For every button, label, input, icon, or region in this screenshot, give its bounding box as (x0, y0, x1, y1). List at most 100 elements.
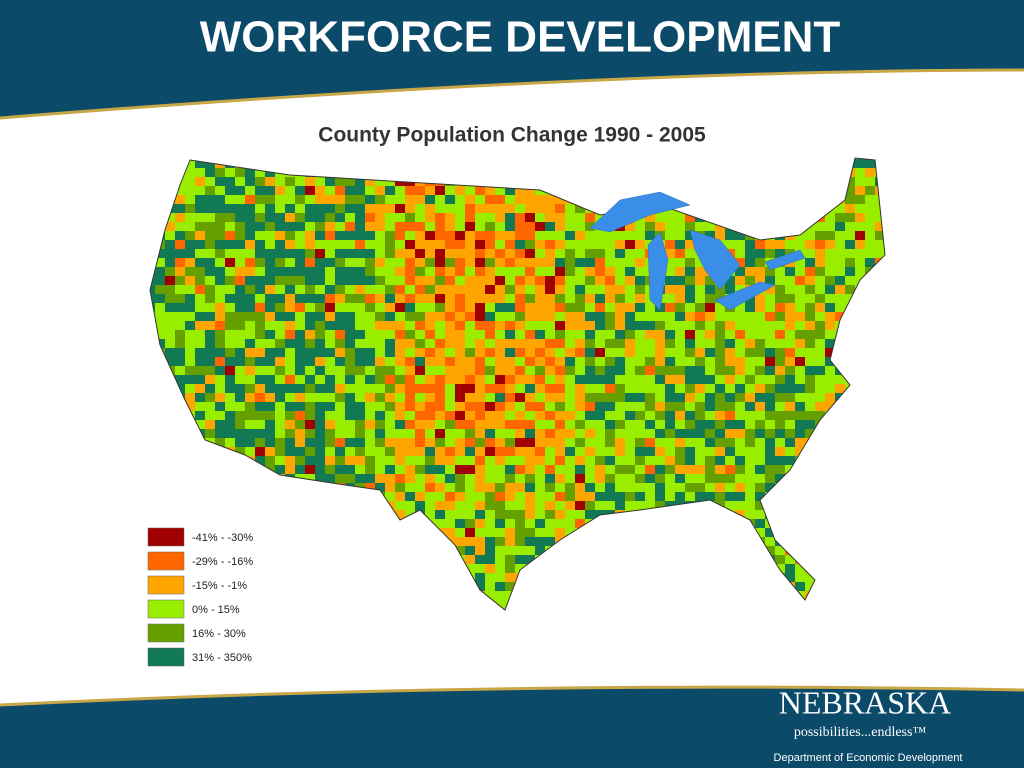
county-cell (315, 411, 325, 420)
county-cell (805, 375, 815, 384)
county-cell (625, 267, 635, 276)
county-cell (385, 348, 395, 357)
county-cell (295, 438, 305, 447)
county-cell (625, 492, 635, 501)
county-cell (605, 573, 615, 582)
county-cell (515, 357, 525, 366)
county-cell (525, 303, 535, 312)
county-cell (675, 276, 685, 285)
county-cell (365, 483, 375, 492)
county-cell (445, 438, 455, 447)
county-cell (655, 366, 665, 375)
county-cell (195, 366, 205, 375)
county-cell (735, 447, 745, 456)
county-cell (645, 492, 655, 501)
county-cell (215, 510, 225, 519)
county-cell (805, 546, 815, 555)
county-cell (745, 420, 755, 429)
county-cell (685, 510, 695, 519)
county-cell (825, 420, 835, 429)
county-cell (795, 582, 805, 591)
county-cell (585, 474, 595, 483)
county-cell (435, 537, 445, 546)
county-cell (185, 510, 195, 519)
county-cell (405, 240, 415, 249)
county-cell (565, 528, 575, 537)
county-cell (215, 456, 225, 465)
county-cell (375, 249, 385, 258)
county-cell (605, 483, 615, 492)
county-cell (855, 159, 865, 168)
county-cell (695, 420, 705, 429)
county-cell (805, 393, 815, 402)
county-cell (735, 348, 745, 357)
county-cell (155, 285, 165, 294)
county-cell (315, 420, 325, 429)
county-cell (875, 249, 885, 258)
county-cell (365, 501, 375, 510)
county-cell (535, 402, 545, 411)
county-cell (155, 168, 165, 177)
county-cell (255, 222, 265, 231)
county-cell (725, 456, 735, 465)
county-cell (535, 519, 545, 528)
county-cell (175, 321, 185, 330)
county-cell (195, 204, 205, 213)
county-cell (305, 213, 315, 222)
county-cell (575, 609, 585, 610)
county-cell (395, 285, 405, 294)
county-cell (885, 357, 895, 366)
county-cell (385, 168, 395, 177)
county-cell (875, 159, 885, 168)
county-cell (185, 393, 195, 402)
county-cell (685, 267, 695, 276)
county-cell (575, 429, 585, 438)
county-cell (215, 429, 225, 438)
county-cell (855, 357, 865, 366)
county-cell (535, 393, 545, 402)
county-cell (675, 213, 685, 222)
county-cell (445, 204, 455, 213)
county-cell (345, 411, 355, 420)
county-cell (535, 465, 545, 474)
county-cell (295, 429, 305, 438)
county-cell (335, 519, 345, 528)
county-cell (325, 564, 335, 573)
county-cell (635, 375, 645, 384)
county-cell (205, 195, 215, 204)
county-cell (645, 609, 655, 610)
county-cell (855, 186, 865, 195)
county-cell (605, 330, 615, 339)
county-cell (755, 321, 765, 330)
county-cell (515, 600, 525, 609)
county-cell (295, 384, 305, 393)
county-cell (435, 501, 445, 510)
county-cell (705, 213, 715, 222)
county-cell (725, 195, 735, 204)
county-cell (715, 492, 725, 501)
county-cell (335, 411, 345, 420)
county-cell (215, 276, 225, 285)
county-cell (795, 312, 805, 321)
county-cell (535, 303, 545, 312)
county-cell (775, 303, 785, 312)
county-cell (295, 465, 305, 474)
county-cell (505, 294, 515, 303)
county-cell (725, 438, 735, 447)
county-cell (365, 393, 375, 402)
county-cell (305, 555, 315, 564)
county-cell (825, 402, 835, 411)
county-cell (655, 411, 665, 420)
county-cell (735, 429, 745, 438)
county-cell (515, 447, 525, 456)
county-cell (845, 420, 855, 429)
county-cell (605, 447, 615, 456)
county-cell (565, 357, 575, 366)
county-cell (465, 294, 475, 303)
county-cell (875, 393, 885, 402)
county-cell (155, 258, 165, 267)
county-cell (715, 609, 725, 610)
county-cell (785, 591, 795, 600)
county-cell (535, 240, 545, 249)
county-cell (615, 456, 625, 465)
